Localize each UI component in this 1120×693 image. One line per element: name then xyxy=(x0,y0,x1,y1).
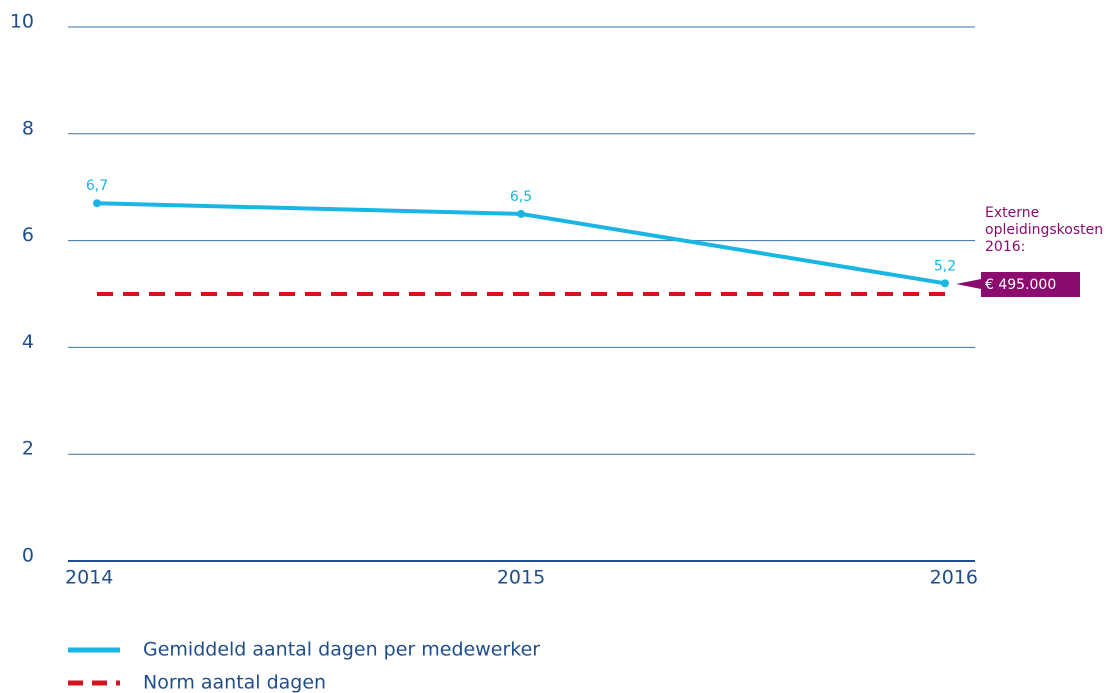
data-point xyxy=(941,279,949,288)
annotation-text: opleidingskosten xyxy=(985,222,1103,238)
y-tick-label: 0 xyxy=(22,545,34,567)
data-label: 5,2 xyxy=(934,258,956,274)
y-tick-label: 2 xyxy=(22,438,34,460)
annotation-text: 2016: xyxy=(985,239,1025,255)
data-label: 6,7 xyxy=(86,178,108,194)
annotation-badge-text: € 495.000 xyxy=(985,277,1056,293)
y-tick-label: 6 xyxy=(22,224,34,246)
y-tick-label: 10 xyxy=(10,11,34,33)
annotation-badge xyxy=(956,272,1080,297)
y-tick-label: 8 xyxy=(22,117,34,139)
data-point xyxy=(93,199,101,208)
x-tick-label: 2016 xyxy=(930,567,978,589)
legend-label: Norm aantal dagen xyxy=(143,672,326,693)
data-label: 6,5 xyxy=(510,189,532,205)
x-tick-label: 2015 xyxy=(497,567,545,589)
x-tick-label: 2014 xyxy=(65,567,113,589)
y-tick-label: 4 xyxy=(22,331,34,353)
annotation-text: Externe xyxy=(985,205,1039,221)
legend-label: Gemiddeld aantal dagen per medewerker xyxy=(143,639,540,661)
data-point xyxy=(517,209,525,218)
